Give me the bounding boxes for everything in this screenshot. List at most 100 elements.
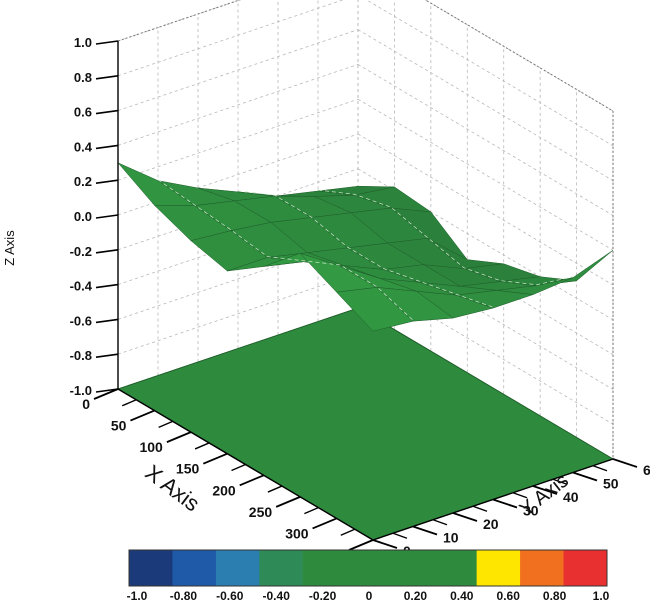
colorbar-segment [172,550,217,586]
colorbar-tick-label: -0.60 [216,589,244,603]
x-tick [312,517,337,530]
z-tick [95,318,119,324]
z-tick-label: -0.2 [70,244,92,259]
z-tick [95,109,119,115]
colorbar-segment [476,550,521,586]
y-tick [572,471,598,482]
surface-patch [336,287,414,332]
z-tick [95,144,119,150]
colorbar-segment [389,550,434,586]
y-minor-tick [592,465,608,472]
y-tick-label: 20 [483,516,499,532]
z-tick-label: -0.6 [70,313,92,328]
colorbar-segment [346,550,391,586]
grid-line-z-right [357,98,614,251]
y-tick [372,539,398,549]
colorbar-segment [563,550,608,586]
y-tick [452,512,478,522]
y-tick [532,485,558,495]
x-tick [130,409,155,422]
z-tick [95,353,119,358]
z-tick-label: 0.6 [74,105,92,120]
y-tick [492,498,518,509]
colorbar-tick-label: -0.80 [170,589,198,603]
axes [93,40,638,551]
x-tick-label: 100 [139,439,163,455]
y-tick-label: 30 [523,503,539,519]
grid-line-z-left [117,64,359,146]
colorbar-tick-label: 0.20 [404,589,428,603]
colorbar-segment [259,550,304,586]
z-tick-label: -1.0 [70,383,92,398]
x-tick [202,452,228,465]
surface-mesh [117,162,614,332]
surface-patch [117,162,196,206]
z-tick [95,214,119,219]
colorbar-tick-label: 0.80 [543,589,567,603]
z-tick [95,179,119,184]
y-tick [612,458,638,468]
tick-labels: -1.0 -0.8 -0.6 -0.4 -0.2 0.0 0.2 0.4 0.6 0.8 1.0 0 5… [70,35,650,563]
grid-line-z-left [117,272,359,355]
y-tick-label: 60 [643,462,650,478]
x-minor-tick [304,506,319,515]
x-tick-label: 300 [285,525,309,541]
colorbar-tick-label: -0.20 [309,589,337,603]
grid-lines [117,0,614,460]
z-axis-title: Z Axis [2,230,17,266]
z-tick [95,249,119,254]
y-minor-tick [552,478,568,485]
z-tick-label: 0.8 [74,70,92,85]
colorbar-tick-label: 0 [366,589,373,603]
x-tick-label: 0 [82,396,90,412]
colorbar-segment [302,550,347,586]
colorbar-segment [215,550,260,586]
z-tick [95,75,119,80]
colorbar-labels: -1.0 -0.80 -0.60 -0.40 -0.20 0 0.20 0.40 0.60 0.8… [127,589,610,603]
surface-contour [317,189,574,286]
grid-line-z-left [117,98,359,181]
x-tick [239,474,265,487]
x-tick-label: 200 [212,482,236,498]
grid-line-z-right [424,0,614,112]
x-tick-label: 250 [249,504,273,520]
x-minor-tick [340,528,356,536]
z-tick-label: 0.0 [74,209,92,224]
colorbar-tick-label: 0.40 [450,589,474,603]
x-minor-tick [158,420,173,429]
colorbar-tick-label: -1.0 [127,589,148,603]
z-tick [95,40,119,45]
z-tick [95,283,119,289]
y-minor-tick [392,532,408,539]
y-tick-label: 40 [563,489,579,505]
y-minor-tick [432,519,448,526]
x-minor-tick [194,442,210,450]
x-minor-tick [121,399,137,407]
x-tick [166,431,192,443]
colorbar-tick-label: 0.60 [497,589,521,603]
colorbar-tick-label: 1.0 [593,589,610,603]
colorbar-segment [433,550,478,586]
grid-line-z-right [357,64,614,216]
surface-contour [237,190,494,308]
colorbar-segment [520,550,565,586]
z-tick-label: -0.4 [70,279,93,294]
grid-line-z-right [357,29,614,181]
colorbar-frame [128,549,608,587]
colorbar-segment [129,550,173,586]
z-tick-label: 0.2 [74,174,92,189]
y-minor-tick [512,492,528,499]
y-tick-label: 50 [603,476,619,492]
z-tick [95,388,119,393]
z-tick-label: 1.0 [74,35,92,50]
y-tick [412,525,438,536]
box-frame-edge [424,0,614,112]
colorbar-tick-label: -0.40 [263,589,291,603]
colorbar [128,549,608,587]
x-tick [93,388,119,400]
z-tick-label: 0.4 [74,139,93,154]
y-minor-tick [472,505,488,512]
y-tick-label: 10 [443,530,459,546]
x-tick [348,539,374,551]
